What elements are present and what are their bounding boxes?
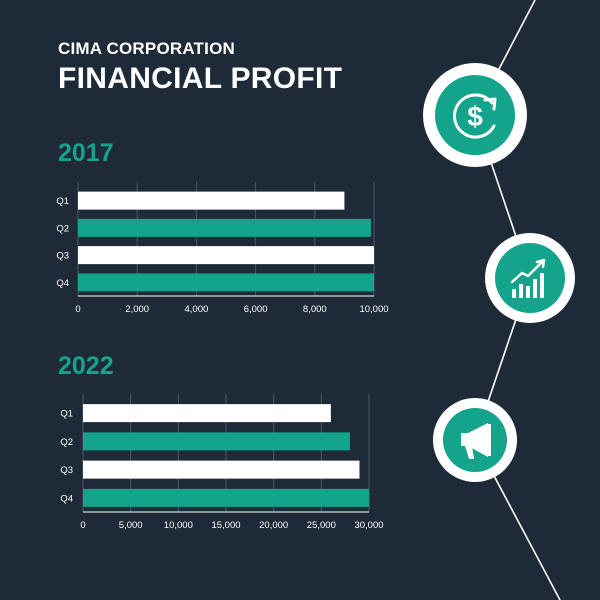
x-tick-label: 6,000: [244, 304, 268, 315]
growth-chart-icon: [485, 233, 575, 323]
category-label: Q3: [60, 465, 73, 476]
bar-q4: [78, 273, 374, 292]
category-label: Q4: [60, 493, 73, 504]
bar-q3: [83, 460, 360, 479]
x-tick-label: 25,000: [307, 520, 336, 531]
x-tick-label: 4,000: [185, 304, 209, 315]
bar-q2: [78, 218, 372, 237]
dollar-cycle-icon: $: [423, 63, 527, 167]
x-tick-label: 0: [75, 304, 80, 315]
category-label: Q3: [56, 251, 69, 262]
category-label: Q4: [56, 278, 69, 289]
x-tick-label: 30,000: [354, 520, 383, 531]
x-tick-label: 20,000: [259, 520, 288, 531]
bar-q1: [78, 191, 345, 210]
bar-q3: [78, 246, 374, 265]
category-label: Q2: [60, 437, 73, 448]
x-tick-label: 0: [80, 520, 85, 531]
chart-title-2017: 2017: [58, 139, 114, 167]
bar-q2: [83, 432, 350, 451]
x-tick-label: 2,000: [125, 304, 149, 315]
chart-title-2022: 2022: [58, 352, 114, 380]
bar-q1: [83, 404, 331, 423]
svg-text:$: $: [467, 101, 483, 132]
bar-q4: [83, 488, 369, 507]
megaphone-icon: [433, 398, 517, 482]
x-tick-label: 10,000: [164, 520, 193, 531]
company-name: CIMA CORPORATION: [58, 39, 235, 58]
x-tick-label: 10,000: [359, 304, 388, 315]
category-label: Q1: [56, 196, 69, 207]
x-tick-label: 15,000: [211, 520, 240, 531]
category-label: Q1: [60, 409, 73, 420]
page-title: FINANCIAL PROFIT: [58, 62, 343, 95]
category-label: Q2: [56, 223, 69, 234]
x-tick-label: 8,000: [303, 304, 327, 315]
x-tick-label: 5,000: [119, 520, 143, 531]
